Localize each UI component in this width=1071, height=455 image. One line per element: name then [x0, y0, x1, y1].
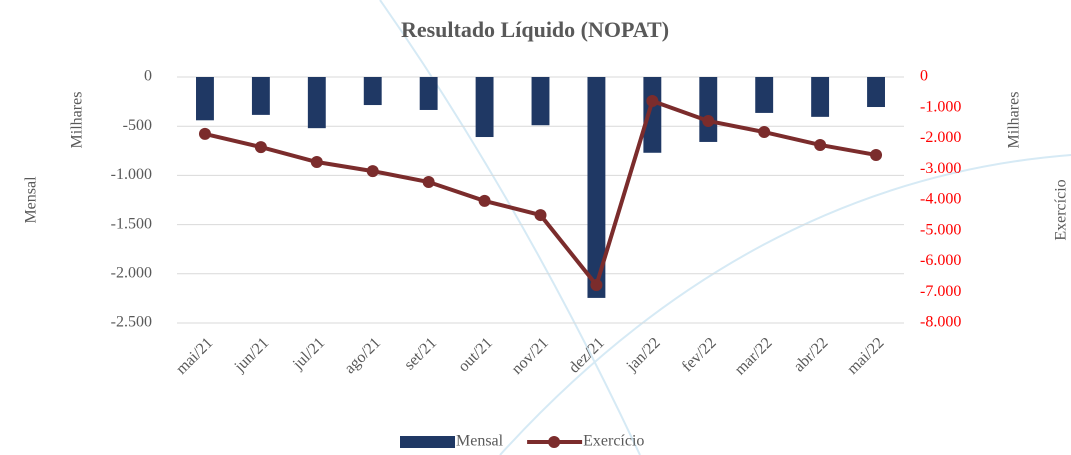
bar [475, 77, 494, 138]
marker [590, 279, 603, 292]
y2-tick-label: -2.000 [920, 129, 961, 146]
bar [531, 77, 550, 126]
marker [870, 148, 883, 161]
x-tick-label: fev/22 [679, 334, 720, 375]
y2-tick-label: -8.000 [920, 314, 961, 331]
bar [867, 77, 885, 108]
x-tick-label: set/21 [401, 334, 440, 373]
legend-label: Mensal [456, 433, 504, 450]
marker [814, 138, 827, 151]
bar [251, 77, 270, 115]
decoration [499, 154, 1071, 455]
y2-tick-label: -5.000 [920, 221, 961, 238]
marker [534, 209, 547, 222]
marker [702, 114, 715, 127]
y2-axis-title: Exercício [1053, 179, 1070, 240]
marker [478, 194, 491, 207]
y2-tick-label: -6.000 [920, 252, 961, 269]
y2-tick-label: -4.000 [920, 191, 961, 208]
bar [196, 77, 214, 121]
legend-swatch [400, 436, 455, 448]
y2-tick-label: -3.000 [920, 160, 961, 177]
chart-title: Resultado Líquido (NOPAT) [401, 17, 669, 42]
y-tick-label: -1.000 [111, 166, 152, 183]
marker [254, 141, 267, 154]
bar [587, 77, 606, 298]
y-tick-label: -500 [123, 117, 152, 134]
y-tick-label: -1.500 [111, 215, 152, 232]
bar [699, 77, 718, 142]
x-tick-label: nov/21 [508, 334, 551, 377]
bar [307, 77, 326, 129]
bar [643, 77, 662, 153]
y2-axis-units: Milhares [1006, 92, 1023, 149]
x-tick-label: jan/22 [623, 334, 664, 375]
marker [366, 165, 379, 178]
y2-tick-label: -7.000 [920, 283, 961, 300]
marker [646, 94, 659, 107]
bar [363, 77, 382, 106]
x-tick-label: mai/22 [844, 334, 887, 377]
x-tick-label: ago/21 [341, 334, 384, 377]
marker [310, 156, 323, 169]
x-tick-label: jun/21 [231, 334, 273, 376]
decoration [379, 0, 641, 455]
x-tick-label: jul/21 [289, 334, 328, 373]
y2-tick-label: -1.000 [920, 98, 961, 115]
marker [198, 127, 211, 140]
legend-label: Exercício [583, 433, 644, 450]
x-tick-label: mai/21 [173, 334, 216, 377]
x-tick-label: abr/22 [791, 334, 832, 375]
bar [811, 77, 830, 117]
y-axis-title: Mensal [23, 176, 40, 224]
y2-tick-label: 0 [920, 68, 928, 85]
y-axis-units: Milhares [69, 92, 86, 149]
x-tick-label: out/21 [455, 334, 496, 375]
x-tick-label: mar/22 [732, 334, 776, 378]
legend-swatch [548, 436, 561, 448]
y-tick-label: 0 [144, 68, 152, 85]
y-tick-label: -2.500 [111, 314, 152, 331]
y-tick-label: -2.000 [111, 264, 152, 281]
bar [755, 77, 774, 113]
marker [758, 126, 771, 139]
marker [422, 176, 435, 189]
bar [419, 77, 438, 110]
